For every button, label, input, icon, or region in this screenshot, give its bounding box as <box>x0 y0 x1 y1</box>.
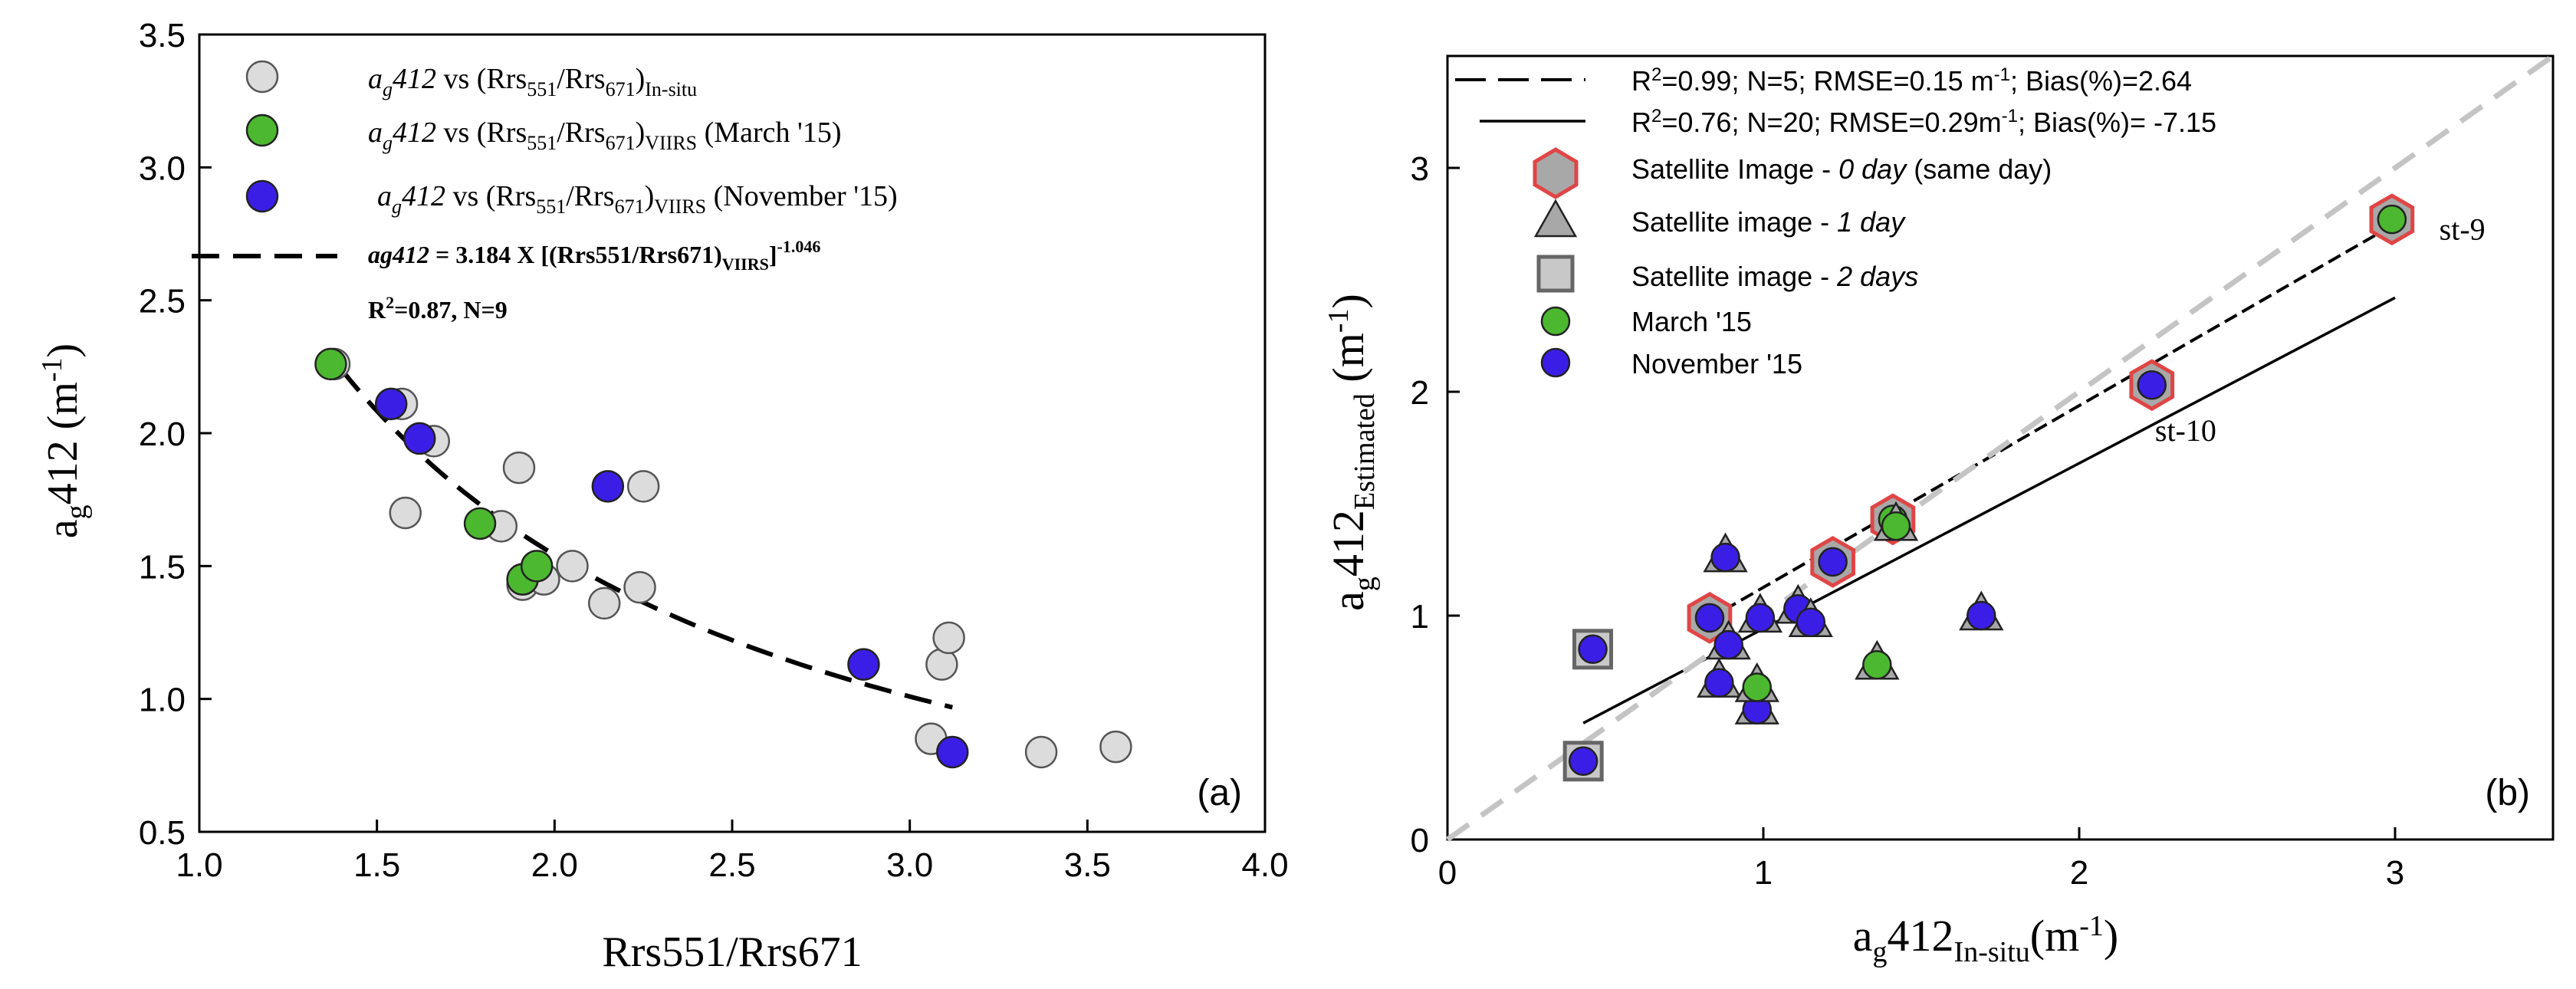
plot-b-line-one_to_one <box>1445 54 2555 842</box>
panel-b: 0 1 2 3 0 1 2 3 st-9 st-10 R2=0.99; N=5; RMSE=0.… <box>1322 54 2555 968</box>
plot-b-annotations: st-9 st-10 <box>2155 212 2486 448</box>
plot-a-x-axis-label: Rrs551/Rrs671 <box>602 928 862 976</box>
legend-b-square-label: Satellite image - 2 days <box>1631 261 1918 292</box>
plot-b-tick-labels: 0 1 2 3 0 1 2 3 <box>1411 150 2405 892</box>
plot-a-fit-curve <box>339 368 954 710</box>
legend-a-fit-label: ag412 = 3.184 X [(Rrs551/Rrs671)VIIRS]-1… <box>368 237 820 274</box>
plot-a-y-tick-label: 2.5 <box>139 283 186 320</box>
legend-b-november-marker <box>1540 347 1571 378</box>
plot-b-point-green <box>1862 649 1892 680</box>
plot-a-point-insitu <box>556 550 589 583</box>
plot-a-y-tick-label: 3.5 <box>139 17 186 54</box>
plot-a-point-march <box>463 507 497 540</box>
plot-b-point-blue <box>1714 629 1743 660</box>
plot-a-frame <box>198 33 1267 833</box>
plot-a-point-insitu <box>1099 730 1132 764</box>
legend-b-hexagon-label: Satellite Image - 0 day (same day) <box>1631 153 2052 185</box>
plot-a-point-november <box>403 422 436 455</box>
plot-b-point-blue <box>1745 603 1776 633</box>
plot-a-point-november <box>847 648 880 681</box>
plot-b-annotation: st-9 <box>2440 212 2486 246</box>
plot-a-y-tick-label: 1.0 <box>139 682 186 719</box>
plot-b-point-green <box>1742 672 1773 702</box>
legend-b-november-label: November '15 <box>1631 348 1802 380</box>
legend-b-triangle-marker <box>1533 199 1578 238</box>
plot-b-point-blue <box>1704 668 1734 698</box>
plot-b-x-tick-label: 1 <box>1754 854 1773 892</box>
plot-b-point-blue <box>1568 746 1598 777</box>
plot-b-y-axis-label: ag412Estimated (m-1) <box>1322 294 1381 611</box>
legend-b-triangle-label: Satellite image - 1 day <box>1631 206 1906 238</box>
plot-b-point-blue <box>2137 370 2167 400</box>
plot-a-y-tick-label: 3.0 <box>139 150 186 187</box>
plot-b-x-tick-label: 2 <box>2070 854 2088 892</box>
plot-a-x-tick-label: 2.5 <box>708 846 755 884</box>
legend-a-fit-stats: R2=0.87, N=9 <box>368 293 508 324</box>
plot-b-x-tick-label: 3 <box>2386 854 2404 892</box>
plot-a-x-tick-label: 1.5 <box>353 846 400 884</box>
plot-a-point-march <box>314 347 347 381</box>
plot-a-x-tick-label: 3.5 <box>1064 846 1111 884</box>
plot-b-y-tick-label: 1 <box>1411 598 1429 636</box>
plot-b-annotation: st-10 <box>2155 413 2216 448</box>
plot-a-axis-ticks <box>198 33 1267 833</box>
legend-a-march-marker <box>245 113 279 147</box>
plot-a-point-insitu <box>389 496 422 530</box>
plot-a-x-tick-label: 3.0 <box>886 846 933 884</box>
plot-b-y-tick-label: 0 <box>1411 822 1429 859</box>
legend-a-insitu-label: ag412 vs (Rrs551/Rrs671)In-situ <box>368 63 697 100</box>
plot-a-y-tick-label: 0.5 <box>139 814 186 852</box>
plot-a-point-insitu <box>1024 735 1058 769</box>
panel-a: 1.0 1.5 2.0 2.5 3.0 3.5 4.00.51.01.52.02.53.03… <box>36 17 1289 976</box>
plot-b-legend: R2=0.99; N=5; RMSE=0.15 m-1; Bias(%)=2.6… <box>1455 64 2216 380</box>
legend-a-march-label: ag412 vs (Rrs551/Rrs671)VIIRS (March '15… <box>368 117 842 154</box>
plot-a-point-insitu <box>623 570 656 604</box>
legend-b-fit5-label: R2=0.99; N=5; RMSE=0.15 m-1; Bias(%)=2.6… <box>1631 64 2192 97</box>
legend-a-november-label: ag412 vs (Rrs551/Rrs671)VIIRS (November … <box>377 180 898 218</box>
plot-a-point-insitu <box>626 470 660 503</box>
plot-a-tick-labels: 1.0 1.5 2.0 2.5 3.0 3.5 4.00.51.01.52.02.53.03… <box>139 17 1289 884</box>
plot-b-point-blue <box>1694 603 1725 633</box>
plot-a-x-tick-label: 4.0 <box>1241 846 1288 884</box>
plot-a-y-tick-label: 2.0 <box>139 416 186 453</box>
plot-b-point-blue <box>1710 542 1740 573</box>
plot-a-x-tick-label: 2.0 <box>531 846 578 884</box>
plot-b-y-tick-label: 2 <box>1411 374 1429 412</box>
plot-b-x-axis-label: ag412In-situ(m-1) <box>1853 910 2118 968</box>
plot-a-panel-label: (a) <box>1197 773 1242 813</box>
plot-a-points <box>314 347 1132 769</box>
plot-b-y-tick-label: 3 <box>1411 150 1429 188</box>
plot-a-y-axis-label: ag412 (m-1) <box>36 343 93 538</box>
plot-a-point-november <box>591 470 625 503</box>
legend-b-march-label: March '15 <box>1631 306 1752 337</box>
plot-b-panel-label: (b) <box>2485 773 2530 813</box>
plot-b-point-blue <box>1578 634 1608 665</box>
legend-b-square-marker <box>1536 255 1575 293</box>
plot-a-point-insitu <box>502 451 536 485</box>
plot-a-legend: ag412 vs (Rrs551/Rrs671)In-situ ag412 vs… <box>192 60 898 324</box>
plot-a-x-tick-label: 1.0 <box>176 846 222 884</box>
plot-b-point-blue <box>1796 607 1826 638</box>
plot-a-point-insitu <box>587 586 621 620</box>
plot-b-points <box>1562 193 2415 782</box>
plot-a-y-tick-label: 1.5 <box>139 548 186 586</box>
plot-a-point-november <box>374 387 408 421</box>
plot-b-point-green <box>1881 511 1911 541</box>
plot-b-x-tick-label: 0 <box>1438 854 1457 892</box>
plot-a-point-november <box>936 735 969 769</box>
plot-a-point-march <box>520 550 554 583</box>
plot-a-fit-curve-layer <box>339 368 954 710</box>
plot-b-point-green <box>2377 204 2407 235</box>
plot-b-point-blue <box>1967 600 1996 631</box>
legend-b-hexagon-marker <box>1533 147 1579 199</box>
legend-a-insitu-marker <box>245 60 279 94</box>
plot-a-point-insitu <box>932 621 965 655</box>
legend-a-november-marker <box>245 179 279 213</box>
plot-b-point-blue <box>1818 547 1848 577</box>
legend-b-march-marker <box>1540 306 1571 337</box>
legend-b-fit20-label: R2=0.76; N=20; RMSE=0.29m-1; Bias(%)= -7… <box>1631 106 2216 138</box>
plot-b-frame <box>1446 54 2555 841</box>
